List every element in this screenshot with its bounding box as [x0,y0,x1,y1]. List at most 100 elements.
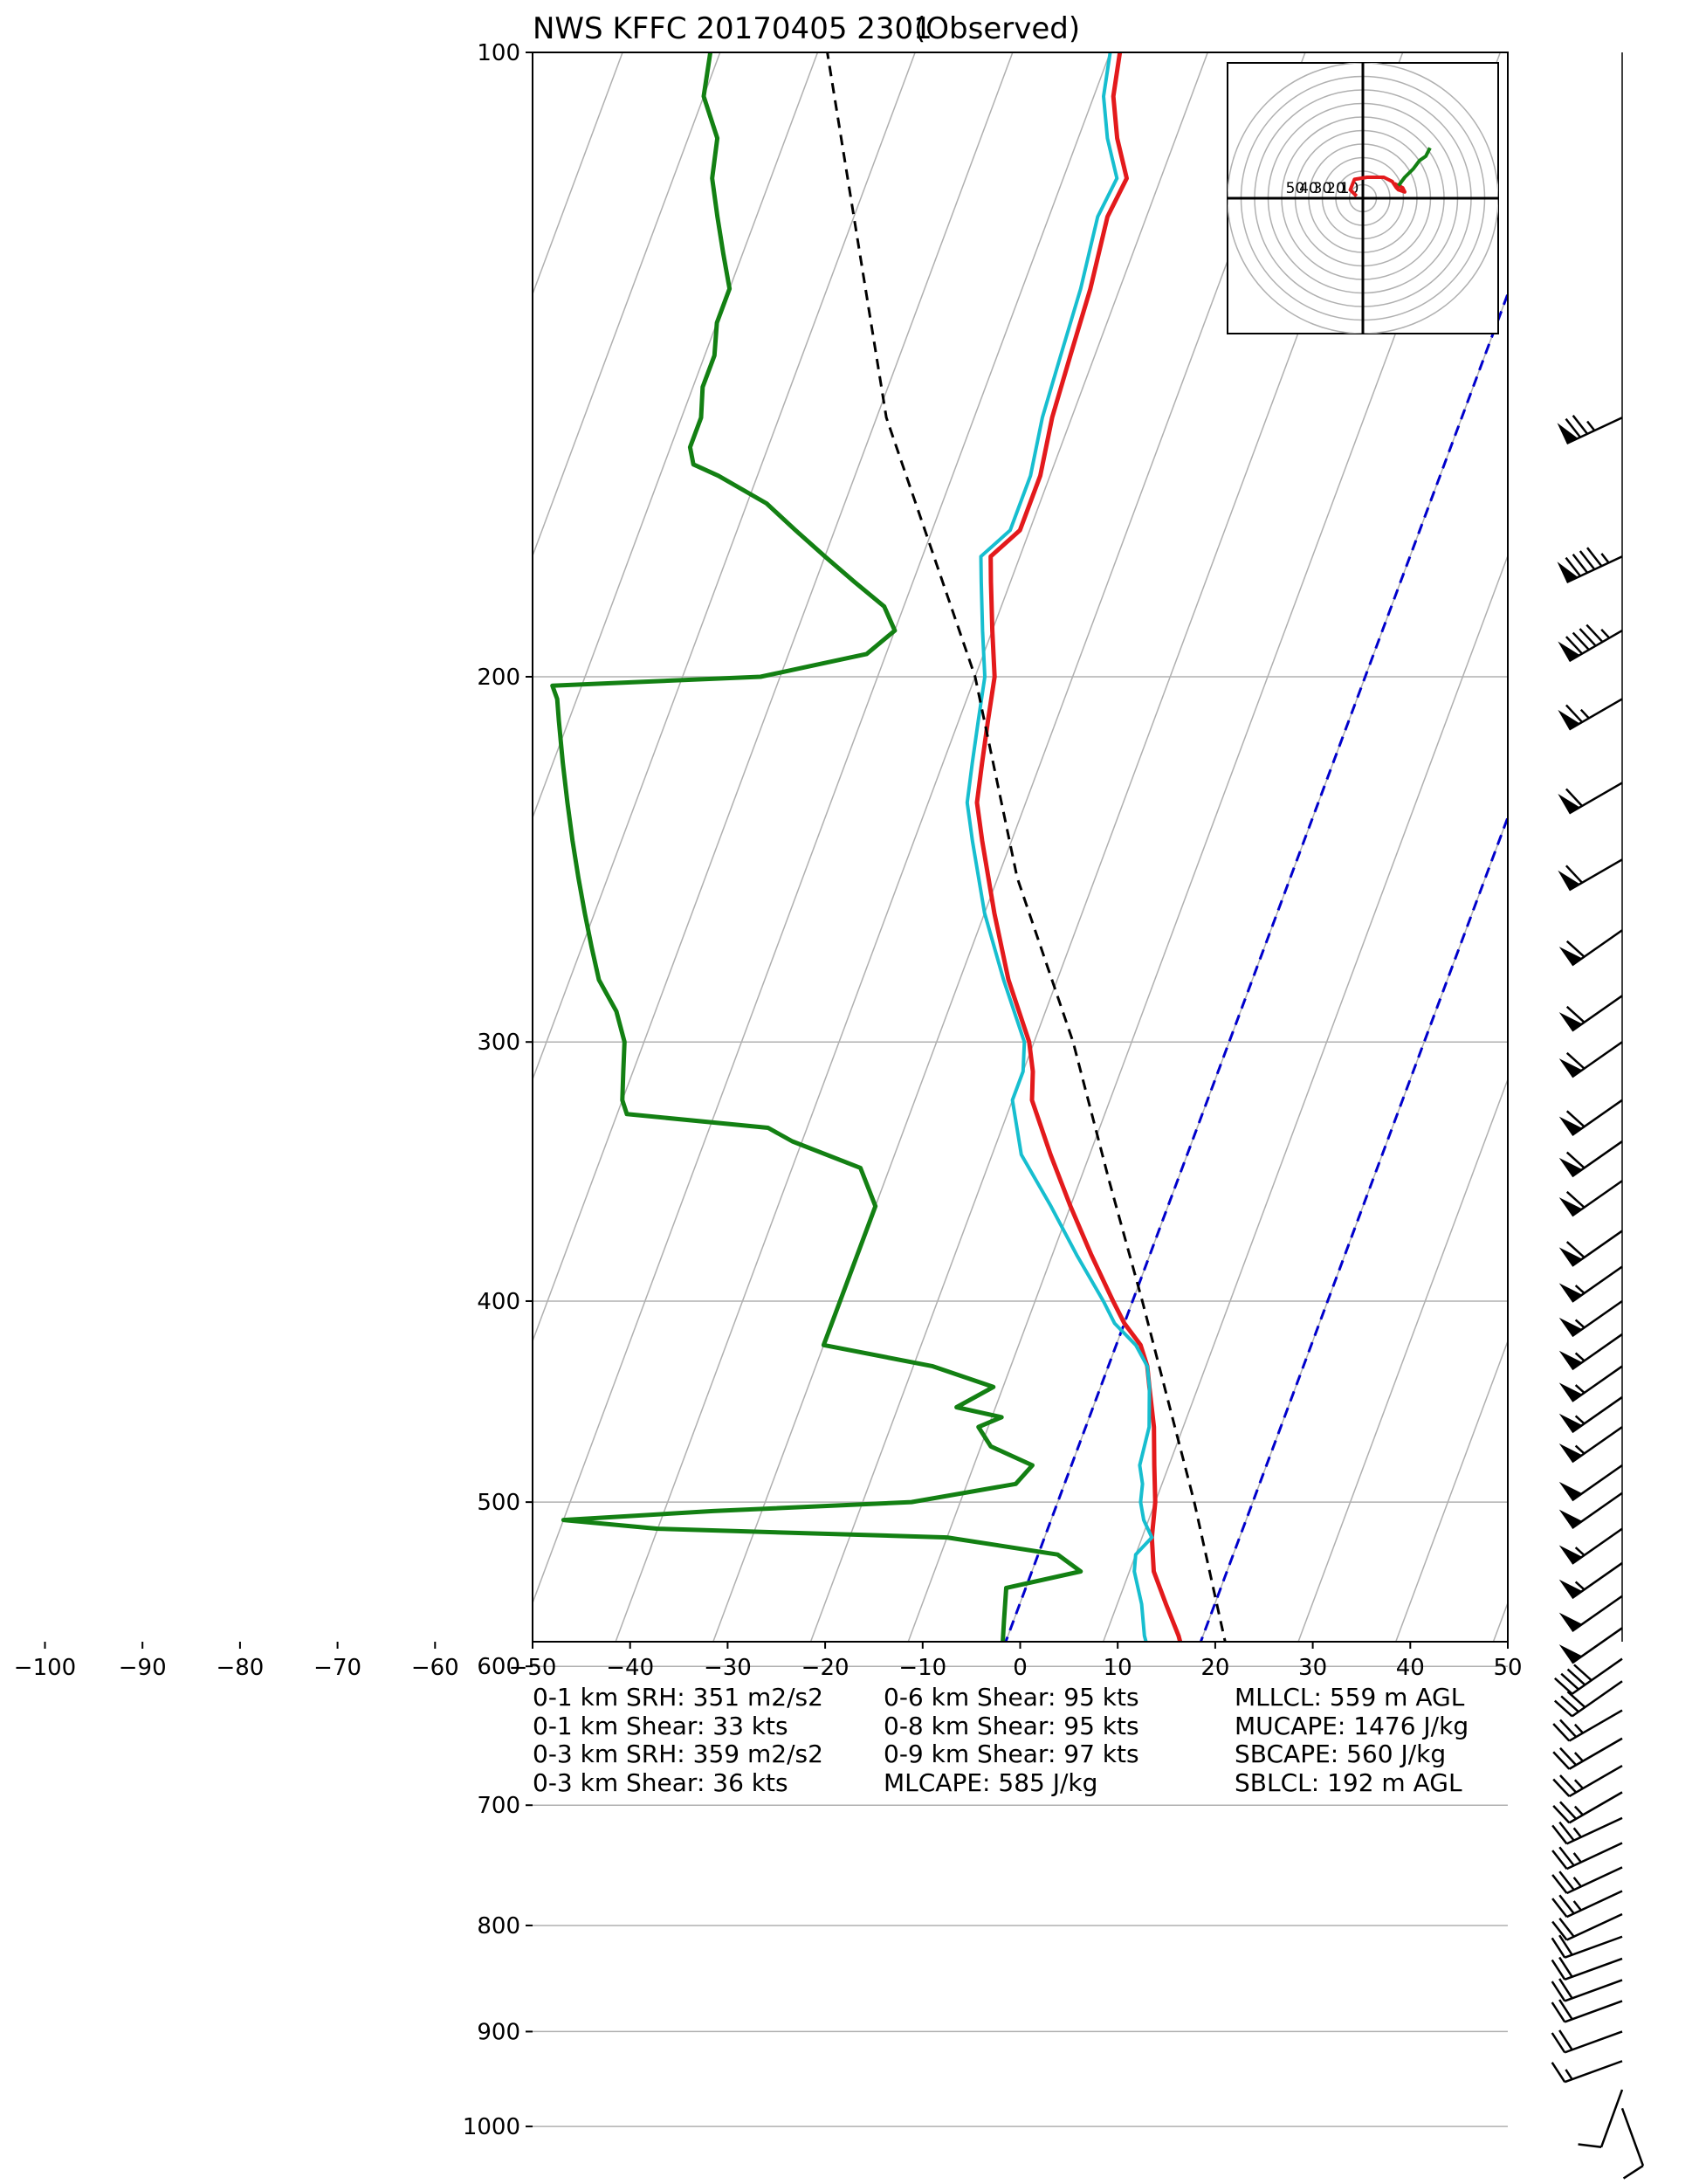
wind-barb [1551,1816,1623,1845]
wind-barb [1552,1764,1623,1798]
wind-barb-full [1551,1850,1568,1870]
temperature-tick-label: −10 [898,1655,946,1681]
wind-barb-flag [1558,1012,1583,1031]
stats-column-1: 0-1 km SRH: 351 m2/s2 0-1 km Shear: 33 k… [533,1683,823,1797]
isotherm-line [533,52,623,296]
stats-column-3: MLLCL: 559 m AGL MUCAPE: 1476 J/kg SBCAP… [1235,1683,1469,1797]
stat-shear-0-6: 0-6 km Shear: 95 kts [884,1683,1139,1712]
stats-column-2: 0-6 km Shear: 95 kts 0-8 km Shear: 95 kt… [884,1683,1139,1797]
temperature-tick-label: −60 [411,1655,459,1681]
wind-barb-shaft [1571,1041,1623,1078]
temperature-tick-label: −20 [801,1655,850,1681]
isotherm-line [1492,1601,1508,1642]
isotherm-line [1200,816,1508,1642]
wind-barb-full [1552,1804,1571,1824]
wind-barb-shaft [1564,2060,1623,2084]
pressure-tick-label: 200 [477,665,520,691]
isotherm-line [809,52,1404,1642]
wind-barb-full [1572,415,1589,435]
wind-barb-full [1565,704,1584,723]
wind-barb-full [1558,1846,1575,1867]
wind-barb-shaft [1568,858,1623,892]
stat-srh-0-1: 0-1 km SRH: 351 m2/s2 [533,1683,823,1712]
wind-barb-flag [1558,1579,1583,1599]
wind-barb-shaft [1564,1957,1623,1981]
stat-sbcape: SBCAPE: 560 J/kg [1235,1740,1447,1768]
wind-barb-full [1552,1751,1571,1770]
stat-mlcape: MLCAPE: 585 J/kg [884,1767,1098,1797]
wind-barb-full [1553,1699,1573,1718]
stat-mllcl: MLLCL: 559 m AGL [1235,1683,1465,1712]
hodograph-ring-label: 50 [1286,180,1305,197]
stat-sblcl: SBLCL: 192 m AGL [1235,1767,1462,1797]
wind-barb-flag [1558,1157,1583,1177]
wind-barb-full [1559,1801,1578,1820]
wind-barb-half [1574,1384,1586,1394]
temperature-axis: −100 −90 −80 −70 −60 −50 −40 −30 −20 −10 0 10 20 30 40… [14,1642,1523,1681]
wind-barb-shaft [1566,555,1623,583]
wind-barb-full [1565,1241,1586,1258]
wind-barb-flag [1558,793,1580,814]
wind-barb-shaft [1571,1140,1623,1178]
wind-barb-shaft [1568,698,1623,731]
wind-barb [1551,1956,1623,1981]
wind-barb-full [1565,788,1584,807]
parcel-trace [826,52,1227,1642]
wind-barb-half [1573,1779,1584,1789]
wind-barb-full [1551,2062,1566,2083]
wind-barb [1551,1890,1623,1919]
hodograph-upper-trace [1397,147,1432,187]
wind-barb-flag [1558,947,1583,966]
isotherm-line [533,52,721,558]
wind-barb-full [1565,1005,1586,1023]
wind-barb [1551,1842,1623,1871]
temperature-tick-label: 20 [1200,1655,1229,1681]
wind-barb [1558,1561,1623,1600]
temperature-tick-label: −100 [14,1655,76,1681]
wind-barb-half [1600,628,1611,639]
wind-barb-full [1551,1874,1568,1894]
wind-barb-full [1551,2032,1566,2054]
wind-barb [1553,1657,1623,1695]
wind-barb-full [1565,636,1584,655]
wetbulb-trace [965,52,1154,1642]
chart-subtitle: (Observed) [914,11,1080,46]
isotherm-line [533,52,819,820]
wind-barb-full [1551,1920,1568,1941]
wind-barb-flag [1558,709,1580,730]
wind-barb-flag [1558,1058,1583,1078]
wind-barb [1558,1365,1623,1402]
wind-barb [1558,624,1623,663]
wind-barb-flag [1558,1413,1583,1433]
wind-barb-full [1558,1894,1575,1915]
wind-barb-flag [1558,1197,1583,1216]
wind-barb-shaft [1566,1890,1623,1919]
wind-barb-full [1572,631,1590,651]
stat-shear-0-3: 0-3 km Shear: 36 kts [533,1767,788,1797]
isotherm-line [533,52,916,1082]
chart-title: NWS KFFC 20170405 2301 [533,11,932,46]
wind-barb-full [1565,865,1584,884]
isotherm-line [907,52,1502,1642]
wind-barb-full [1572,554,1589,574]
wind-barb-half [1574,1547,1586,1556]
wind-barb-full [1558,1999,1573,2021]
wind-barb [1558,929,1623,967]
temperature-tick-label: −90 [119,1655,167,1681]
wind-barb-shaft [1568,1791,1623,1824]
wind-barb-half [1573,1805,1584,1816]
wind-barb-shaft [1571,1265,1623,1303]
wind-barb-flag [1558,1545,1583,1564]
wind-barb [1558,1464,1623,1502]
wind-barb [1558,1627,1623,1664]
stat-srh-0-3: 0-3 km SRH: 359 m2/s2 [533,1740,823,1768]
wind-barb-full [1558,1956,1573,1978]
wind-barb-shaft [1571,1595,1623,1632]
wind-barb-shaft [1566,1842,1623,1871]
wind-barb-full [1579,628,1597,647]
wind-barb-full [1622,2165,1644,2180]
wind-barb-full [1560,1695,1579,1713]
temperature-tick-label: −70 [313,1655,361,1681]
wind-barb-half [1574,1581,1586,1591]
wind-barb-half [1574,1352,1586,1362]
